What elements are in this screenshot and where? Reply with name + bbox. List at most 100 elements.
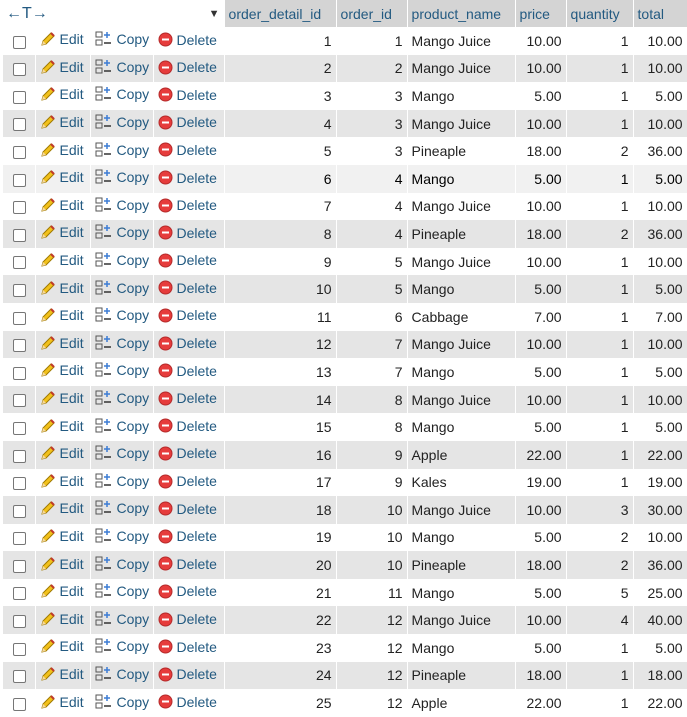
cell-total[interactable]: 36.00: [633, 220, 687, 248]
edit-cell[interactable]: Edit: [35, 689, 91, 717]
row-checkbox[interactable]: [13, 559, 26, 573]
row-checkbox-cell[interactable]: [3, 330, 36, 359]
edit-button[interactable]: Edit: [40, 280, 84, 296]
table-row[interactable]: Edit Copy Delete 1 1 Mango Juice 10.00 1 10.00: [3, 27, 687, 55]
copy-button[interactable]: Copy: [95, 583, 149, 599]
cell-quantity[interactable]: 4: [566, 606, 634, 635]
edit-cell[interactable]: Edit: [35, 578, 91, 607]
copy-cell[interactable]: Copy: [90, 551, 154, 579]
delete-cell[interactable]: Delete: [153, 551, 225, 579]
table-row[interactable]: Edit Copy Delete 7 4 Mango Juice 10.00 1 10.00: [3, 192, 687, 221]
cell-quantity[interactable]: 1: [566, 689, 634, 717]
delete-cell[interactable]: Delete: [153, 661, 225, 690]
cell-order-id[interactable]: 4: [336, 220, 408, 248]
cell-product-name[interactable]: Pineaple: [407, 551, 516, 579]
delete-cell[interactable]: Delete: [153, 578, 225, 607]
row-checkbox-cell[interactable]: [3, 82, 36, 110]
row-checkbox[interactable]: [13, 90, 26, 104]
delete-button[interactable]: Delete: [158, 114, 217, 130]
cell-quantity[interactable]: 1: [566, 385, 634, 414]
cell-total[interactable]: 18.00: [633, 661, 687, 690]
delete-cell[interactable]: Delete: [153, 82, 225, 110]
edit-button[interactable]: Edit: [40, 528, 84, 544]
cell-order-id[interactable]: 4: [336, 192, 408, 221]
cell-quantity[interactable]: 1: [566, 468, 634, 497]
cell-order-id[interactable]: 3: [336, 109, 408, 138]
copy-button[interactable]: Copy: [95, 114, 149, 130]
column-header-order-detail-id[interactable]: order_detail_id: [224, 0, 337, 27]
edit-cell[interactable]: Edit: [35, 551, 91, 579]
edit-button[interactable]: Edit: [40, 556, 84, 572]
cell-order-id[interactable]: 11: [336, 578, 408, 607]
delete-button[interactable]: Delete: [158, 225, 217, 241]
edit-button[interactable]: Edit: [40, 638, 84, 654]
copy-cell[interactable]: Copy: [90, 164, 154, 193]
row-checkbox-cell[interactable]: [3, 523, 36, 552]
copy-cell[interactable]: Copy: [90, 661, 154, 690]
row-checkbox[interactable]: [13, 201, 26, 215]
row-checkbox-cell[interactable]: [3, 54, 36, 83]
edit-cell[interactable]: Edit: [35, 192, 91, 221]
row-checkbox-cell[interactable]: [3, 551, 36, 579]
row-checkbox-cell[interactable]: [3, 468, 36, 497]
cell-order-id[interactable]: 12: [336, 689, 408, 717]
cell-total[interactable]: 10.00: [633, 330, 687, 359]
row-checkbox[interactable]: [13, 504, 26, 518]
cell-order-id[interactable]: 5: [336, 275, 408, 303]
cell-order-detail-id[interactable]: 9: [224, 247, 337, 276]
cell-total[interactable]: 5.00: [633, 275, 687, 303]
row-checkbox[interactable]: [13, 697, 26, 711]
cell-quantity[interactable]: 1: [566, 330, 634, 359]
edit-cell[interactable]: Edit: [35, 523, 91, 552]
edit-button[interactable]: Edit: [40, 611, 84, 627]
cell-order-id[interactable]: 10: [336, 496, 408, 524]
edit-button[interactable]: Edit: [40, 418, 84, 434]
cell-order-detail-id[interactable]: 1: [224, 27, 337, 55]
edit-cell[interactable]: Edit: [35, 220, 91, 248]
row-checkbox-cell[interactable]: [3, 247, 36, 276]
row-checkbox-cell[interactable]: [3, 661, 36, 690]
cell-price[interactable]: 5.00: [515, 82, 567, 110]
delete-button[interactable]: Delete: [158, 666, 217, 682]
cell-price[interactable]: 10.00: [515, 247, 567, 276]
edit-cell[interactable]: Edit: [35, 358, 91, 386]
copy-cell[interactable]: Copy: [90, 385, 154, 414]
table-row[interactable]: Edit Copy Delete 19 10 Mango 5.00 2 10.00: [3, 523, 687, 552]
copy-cell[interactable]: Copy: [90, 137, 154, 165]
copy-cell[interactable]: Copy: [90, 82, 154, 110]
cell-product-name[interactable]: Cabbage: [407, 302, 516, 331]
cell-order-detail-id[interactable]: 23: [224, 634, 337, 662]
cell-product-name[interactable]: Mango Juice: [407, 330, 516, 359]
copy-cell[interactable]: Copy: [90, 27, 154, 55]
row-checkbox-cell[interactable]: [3, 164, 36, 193]
copy-cell[interactable]: Copy: [90, 54, 154, 83]
table-row[interactable]: Edit Copy Delete 20 10 Pineaple 18.00 2 36.00: [3, 551, 687, 579]
cell-price[interactable]: 19.00: [515, 468, 567, 497]
delete-button[interactable]: Delete: [158, 280, 217, 296]
edit-button[interactable]: Edit: [40, 307, 84, 323]
delete-cell[interactable]: Delete: [153, 468, 225, 497]
row-checkbox[interactable]: [13, 63, 26, 77]
cell-total[interactable]: 22.00: [633, 440, 687, 469]
cell-quantity[interactable]: 1: [566, 634, 634, 662]
copy-cell[interactable]: Copy: [90, 330, 154, 359]
row-checkbox-cell[interactable]: [3, 27, 36, 55]
row-checkbox-cell[interactable]: [3, 385, 36, 414]
copy-button[interactable]: Copy: [95, 86, 149, 102]
edit-cell[interactable]: Edit: [35, 606, 91, 635]
delete-cell[interactable]: Delete: [153, 330, 225, 359]
cell-quantity[interactable]: 1: [566, 54, 634, 83]
cell-order-id[interactable]: 7: [336, 330, 408, 359]
cell-order-detail-id[interactable]: 2: [224, 54, 337, 83]
cell-order-id[interactable]: 3: [336, 82, 408, 110]
copy-cell[interactable]: Copy: [90, 247, 154, 276]
table-row[interactable]: Edit Copy Delete 2 2 Mango Juice 10.00 1 10.00: [3, 54, 687, 83]
edit-cell[interactable]: Edit: [35, 440, 91, 469]
edit-button[interactable]: Edit: [40, 335, 84, 351]
delete-cell[interactable]: Delete: [153, 413, 225, 441]
cell-quantity[interactable]: 2: [566, 523, 634, 552]
cell-quantity[interactable]: 1: [566, 192, 634, 221]
copy-cell[interactable]: Copy: [90, 275, 154, 303]
edit-button[interactable]: Edit: [40, 31, 84, 47]
cell-price[interactable]: 10.00: [515, 54, 567, 83]
